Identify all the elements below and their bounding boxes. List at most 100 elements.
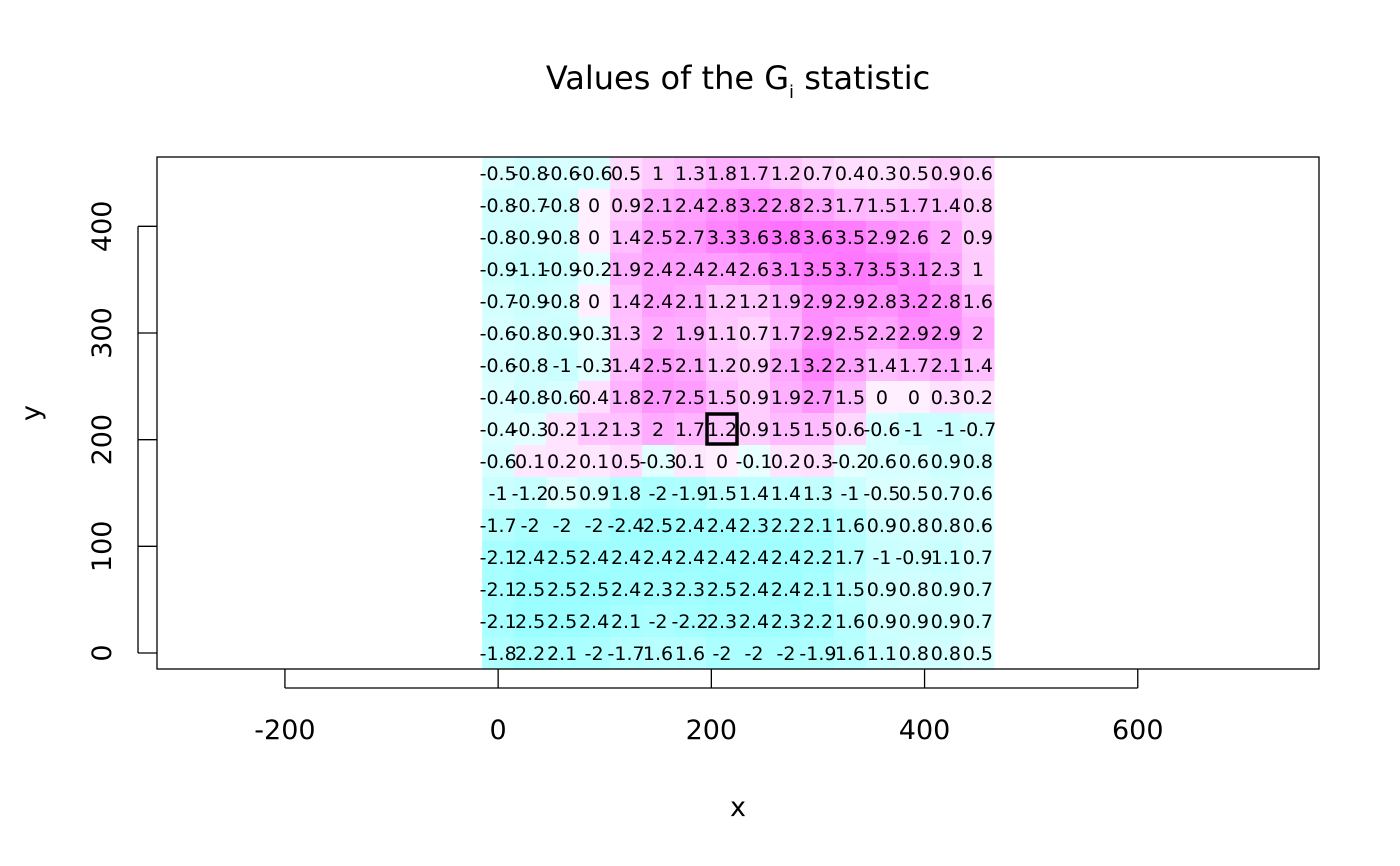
heatmap-cell: [674, 573, 707, 606]
heatmap-cell: [642, 285, 675, 318]
heatmap-cell: [546, 541, 579, 574]
cell-value-label: -1.2: [512, 483, 549, 505]
heatmap-cell: [482, 285, 515, 318]
heatmap-cell: [642, 605, 675, 638]
heatmap-cell: [642, 221, 675, 254]
heatmap-cell: [578, 317, 611, 350]
heatmap-cell: [578, 477, 611, 510]
heatmap-cell: [769, 573, 803, 606]
heatmap-cell: [865, 381, 899, 414]
cell-value-label: -0.8: [480, 195, 517, 217]
cell-value-label: 2.5: [579, 579, 609, 601]
cell-value-label: -2.1: [480, 547, 517, 569]
heatmap-cell: [514, 573, 547, 606]
heatmap-cell: [897, 605, 931, 638]
cell-value-label: 1.6: [643, 643, 673, 665]
heatmap-cell: [833, 605, 867, 638]
cell-value-label: 1.6: [835, 643, 865, 665]
heatmap-cell: [801, 445, 835, 478]
cell-value-label: -0.8: [512, 163, 549, 185]
heatmap-cell: [961, 285, 995, 318]
heatmap-cell: [706, 477, 739, 510]
cell-value-label: 0.5: [611, 451, 641, 473]
heatmap-cell: [961, 445, 995, 478]
heatmap-cell: [738, 605, 771, 638]
cell-value-label: -0.7: [480, 291, 517, 313]
cell-value-label: -2.2: [671, 611, 708, 633]
heatmap-cell: [769, 445, 803, 478]
cell-value-label: 1.1: [707, 323, 737, 345]
cell-value-label: 1.5: [771, 419, 801, 441]
heatmap-cell: [961, 189, 995, 222]
heatmap-cell: [642, 477, 675, 510]
cell-value-label: -0.6: [863, 419, 900, 441]
y-axis: 0 100 200 300 400: [87, 201, 157, 662]
heatmap-cell: [482, 509, 515, 542]
heatmap-cell: [610, 221, 643, 254]
heatmap-cell: [706, 541, 739, 574]
cell-value-label: 0.6: [899, 451, 929, 473]
cell-value-label: 2.5: [547, 547, 577, 569]
cell-value-label: -2: [745, 643, 764, 665]
cell-value-label: 1.7: [835, 195, 865, 217]
heatmap-cell: [929, 509, 963, 542]
heatmap-cell: [738, 637, 771, 670]
heatmap-cell: [674, 317, 707, 350]
heatmap-cell: [514, 541, 547, 574]
cell-value-label: 1.2: [707, 355, 737, 377]
cell-value-label: 1.5: [707, 387, 737, 409]
heatmap-cell: [801, 637, 835, 670]
heatmap-cell: [769, 221, 803, 254]
heatmap-cell: [546, 253, 579, 286]
cell-value-label: 3.2: [739, 195, 769, 217]
heatmap-cell: [578, 157, 611, 190]
heatmap-cell: [482, 189, 515, 222]
cell-value-label: -0.4: [480, 419, 517, 441]
heatmap-cell: [865, 253, 899, 286]
heatmap-cell: [578, 605, 611, 638]
cell-value-label: 2.9: [899, 323, 929, 345]
cell-value-label: -0.8: [480, 227, 517, 249]
heatmap-cell: [546, 477, 579, 510]
heatmap-cell: [674, 413, 707, 446]
cell-value-label: 0.1: [675, 451, 705, 473]
heatmap-cell: [961, 253, 995, 286]
cell-value-label: 0.9: [931, 451, 961, 473]
cell-value-label: 0.5: [899, 163, 929, 185]
cell-value-label: 1.4: [611, 227, 641, 249]
cell-value-label: 0.7: [803, 163, 833, 185]
heatmap-cell: [929, 477, 963, 510]
cell-value-label: -0.1: [735, 451, 772, 473]
cell-value-label: 1.7: [835, 547, 865, 569]
heatmap-cell: [865, 573, 899, 606]
heatmap-cell: [514, 253, 547, 286]
heatmap-cell: [961, 605, 995, 638]
heatmap-cell: [610, 157, 643, 190]
heatmap-cell: [769, 413, 803, 446]
heatmap-cell: [546, 381, 579, 414]
heatmap-cell: [610, 445, 643, 478]
cell-value-label: -1.7: [480, 515, 517, 537]
cell-value-label: -1.7: [608, 643, 645, 665]
cell-value-label: -1.8: [480, 643, 517, 665]
heatmap-cell: [769, 189, 803, 222]
cell-value-label: 2.5: [643, 355, 673, 377]
cell-value-label: 2.6: [899, 227, 929, 249]
cell-value-label: -1: [840, 483, 859, 505]
heatmap-cell: [833, 381, 867, 414]
cell-value-label: 2.2: [867, 323, 897, 345]
heatmap-cell: [482, 637, 515, 670]
heatmap-cell: [546, 349, 579, 382]
cell-value-label: 0.7: [963, 579, 993, 601]
cell-value-label: 1.8: [611, 387, 641, 409]
cell-value-label: 2: [972, 323, 984, 345]
cell-value-label: 2.8: [771, 195, 801, 217]
heatmap-cells: [482, 157, 995, 670]
heatmap-cell: [929, 381, 963, 414]
cell-value-label: 2.2: [803, 547, 833, 569]
heatmap-cell: [706, 445, 739, 478]
cell-value-label: -0.8: [512, 355, 549, 377]
heatmap-cell: [865, 189, 899, 222]
heatmap-cell: [865, 541, 899, 574]
